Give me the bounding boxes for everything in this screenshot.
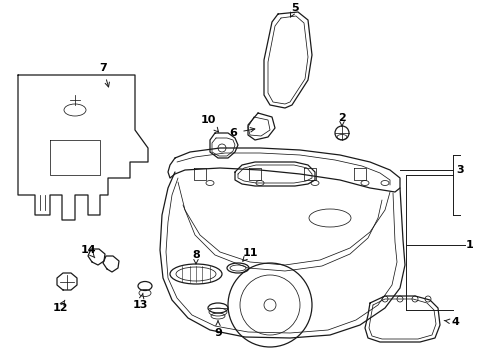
Text: 3: 3 [455, 165, 463, 175]
Text: 7: 7 [99, 63, 109, 87]
Text: 9: 9 [214, 321, 222, 338]
Text: 2: 2 [337, 113, 345, 126]
Text: 4: 4 [443, 317, 458, 327]
Text: 1: 1 [465, 240, 473, 250]
Text: 10: 10 [200, 115, 218, 132]
Text: 11: 11 [242, 248, 257, 261]
Text: 12: 12 [52, 300, 68, 313]
Text: 8: 8 [192, 250, 200, 264]
Text: 5: 5 [290, 3, 298, 17]
Text: 6: 6 [228, 127, 254, 138]
Text: 13: 13 [132, 293, 147, 310]
Text: 14: 14 [80, 245, 96, 258]
